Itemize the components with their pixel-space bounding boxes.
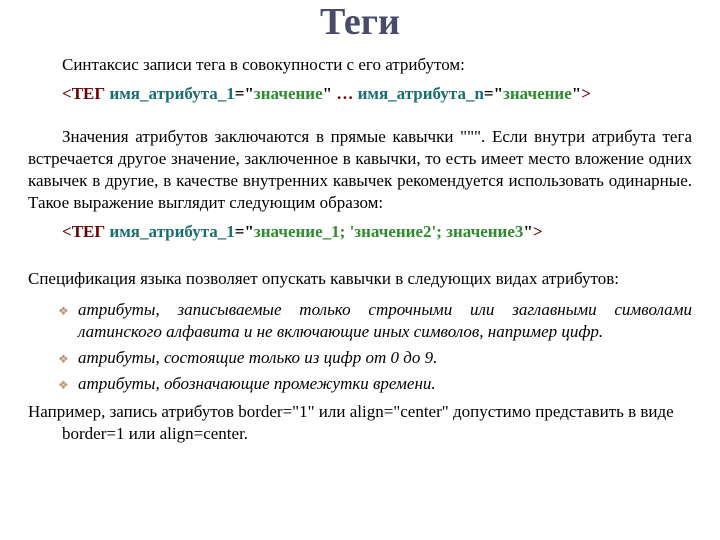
syntax2-s1: ;	[340, 222, 350, 241]
slide: { "colors": { "title": "#4a4a6a", "black…	[0, 0, 720, 540]
list-item: ❖ атрибуты, обозначающие промежутки време…	[28, 373, 692, 395]
syntax2-eq1: ="	[235, 222, 254, 241]
syntax-lt: <	[62, 84, 72, 103]
syntax-dots: …	[332, 84, 358, 103]
syntax2-q2: "	[523, 222, 532, 241]
diamond-icon: ❖	[58, 352, 69, 368]
syntax2-val1: значение_1	[254, 222, 340, 241]
body-paragraph: Значения атрибутов заключаются в прямые …	[28, 126, 692, 214]
syntax2-s2: ;	[436, 222, 446, 241]
syntax-attr1: имя_атрибута_1	[109, 84, 234, 103]
syntax-valn: значение	[503, 84, 572, 103]
slide-title: Теги	[28, 0, 692, 44]
syntax-q2: "	[572, 84, 581, 103]
example-paragraph: Например, запись атрибутов border="1" ил…	[28, 401, 692, 445]
intro-paragraph: Синтаксис записи тега в совокупности с е…	[28, 54, 692, 76]
syntax-q1: "	[323, 84, 332, 103]
bullet-text: атрибуты, обозначающие промежутки времен…	[78, 374, 436, 393]
syntax2-attr1: имя_атрибута_1	[109, 222, 234, 241]
syntax-gt: >	[581, 84, 591, 103]
syntax2-tag: ТЕГ	[72, 222, 110, 241]
syntax-example-1: <ТЕГ имя_атрибута_1="значение" … имя_атр…	[62, 84, 692, 104]
list-item: ❖ атрибуты, состоящие только из цифр от 0…	[28, 347, 692, 369]
syntax2-lt: <	[62, 222, 72, 241]
diamond-icon: ❖	[58, 378, 69, 394]
syntax2-val2: 'значение2'	[350, 222, 437, 241]
list-item: ❖ атрибуты, записываемые только строчными…	[28, 299, 692, 343]
diamond-icon: ❖	[58, 304, 69, 320]
syntax-val1: значение	[254, 84, 323, 103]
syntax-tag: ТЕГ	[72, 84, 110, 103]
syntax-attrn: имя_атрибута_n	[358, 84, 484, 103]
syntax2-val3: значение3	[446, 222, 523, 241]
syntax-eq1: ="	[235, 84, 254, 103]
bullet-list: ❖ атрибуты, записываемые только строчными…	[28, 299, 692, 395]
bullet-text: атрибуты, записываемые только строчными …	[78, 300, 692, 341]
spec-paragraph: Спецификация языка позволяет опускать ка…	[28, 268, 692, 290]
syntax-eq2: ="	[484, 84, 503, 103]
syntax-example-2: <ТЕГ имя_атрибута_1="значение_1; 'значен…	[62, 222, 692, 242]
bullet-text: атрибуты, состоящие только из цифр от 0 …	[78, 348, 437, 367]
syntax2-gt: >	[533, 222, 543, 241]
